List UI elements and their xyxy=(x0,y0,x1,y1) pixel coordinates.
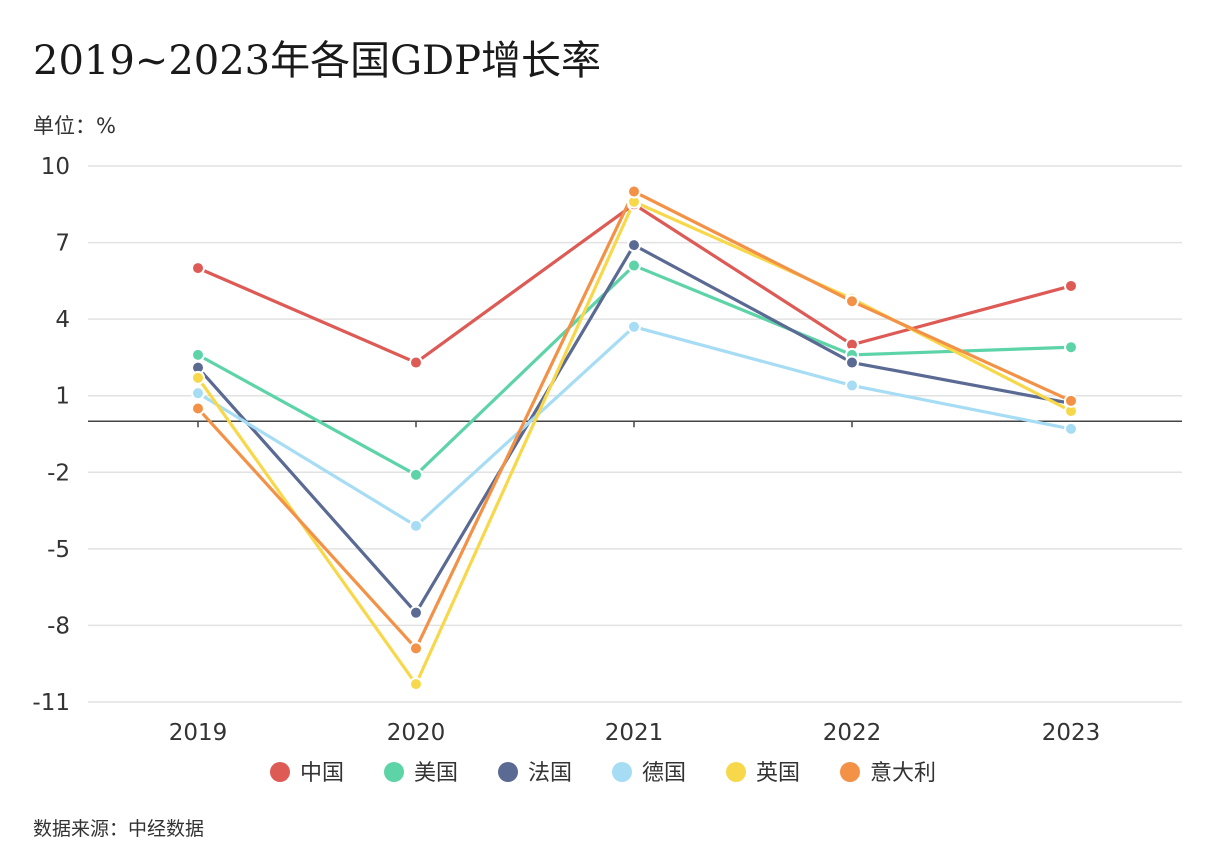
legend-label: 意大利 xyxy=(870,761,936,786)
x-tick-label: 2023 xyxy=(1042,720,1101,746)
legend-label: 美国 xyxy=(414,761,458,786)
data-point xyxy=(845,378,859,393)
series-line-法国 xyxy=(196,243,1072,615)
data-point xyxy=(1064,278,1078,293)
data-point xyxy=(1064,393,1078,408)
data-point xyxy=(627,184,641,199)
legend-label: 英国 xyxy=(756,761,800,786)
data-point xyxy=(627,319,641,334)
x-tick-label: 2022 xyxy=(823,720,882,746)
legend: 中国 美国 法国 德国 英国 意大利 xyxy=(270,761,936,786)
data-point xyxy=(1064,340,1078,355)
unit-label: 单位：% xyxy=(33,114,116,138)
y-tick-label: -11 xyxy=(32,690,70,716)
data-point xyxy=(409,467,423,482)
data-point xyxy=(627,238,641,253)
data-point xyxy=(845,355,859,370)
data-point xyxy=(191,370,205,385)
data-point xyxy=(409,518,423,533)
series-line-英国 xyxy=(196,200,1072,686)
x-tick-label: 2021 xyxy=(605,720,664,746)
x-axis: 2019 2020 2021 2022 2023 xyxy=(88,420,1182,746)
legend-label: 德国 xyxy=(642,761,686,786)
y-axis-ticks: 10 7 4 1 -2 -5 -8 -11 xyxy=(32,154,70,716)
data-point xyxy=(845,294,859,309)
data-point xyxy=(409,605,423,620)
grid-lines xyxy=(88,165,1182,703)
data-point xyxy=(409,355,423,370)
chart-title: 2019~2023年各国GDP增长率 xyxy=(33,38,602,84)
legend-marker xyxy=(726,762,746,782)
data-point xyxy=(191,347,205,362)
series-points xyxy=(191,184,1078,692)
data-point xyxy=(627,258,641,273)
data-point xyxy=(409,641,423,656)
data-point xyxy=(191,261,205,276)
series-line-美国 xyxy=(197,263,1072,477)
y-tick-label: 1 xyxy=(55,384,70,410)
legend-marker xyxy=(840,762,860,782)
data-point xyxy=(191,386,205,401)
y-tick-label: 4 xyxy=(55,307,70,333)
legend-marker xyxy=(498,762,518,782)
source-note: 数据来源：中经数据 xyxy=(33,818,205,840)
legend-marker xyxy=(384,762,404,782)
y-tick-label: -8 xyxy=(47,613,70,639)
legend-label: 法国 xyxy=(528,761,572,786)
x-tick-label: 2019 xyxy=(169,720,228,746)
y-tick-label: 10 xyxy=(41,154,70,180)
y-tick-label: -5 xyxy=(47,537,70,563)
series-line-中国 xyxy=(197,202,1072,365)
legend-marker xyxy=(270,762,290,782)
x-tick-label: 2020 xyxy=(387,720,446,746)
data-point xyxy=(191,401,205,416)
y-tick-label: 7 xyxy=(55,231,70,257)
data-point xyxy=(1064,421,1078,436)
y-tick-label: -2 xyxy=(47,460,70,486)
data-point xyxy=(409,677,423,692)
legend-label: 中国 xyxy=(300,761,344,786)
legend-marker xyxy=(612,762,632,782)
